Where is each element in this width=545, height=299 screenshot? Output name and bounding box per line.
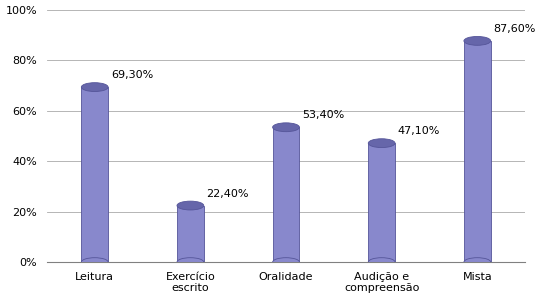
Ellipse shape <box>177 201 204 210</box>
Bar <box>272 127 299 262</box>
Bar <box>464 41 491 262</box>
Text: 69,30%: 69,30% <box>111 70 153 80</box>
Ellipse shape <box>272 258 299 266</box>
Bar <box>368 143 395 262</box>
Ellipse shape <box>464 36 491 45</box>
Ellipse shape <box>272 123 299 132</box>
Ellipse shape <box>368 258 395 266</box>
Text: 47,10%: 47,10% <box>398 126 440 136</box>
Text: 53,40%: 53,40% <box>302 110 344 120</box>
Text: 87,60%: 87,60% <box>493 24 536 34</box>
Ellipse shape <box>464 258 491 266</box>
Bar <box>177 205 204 262</box>
Ellipse shape <box>177 258 204 266</box>
Ellipse shape <box>368 139 395 148</box>
Ellipse shape <box>81 258 108 266</box>
Bar <box>81 87 108 262</box>
Ellipse shape <box>81 83 108 91</box>
Text: 22,40%: 22,40% <box>207 189 249 199</box>
